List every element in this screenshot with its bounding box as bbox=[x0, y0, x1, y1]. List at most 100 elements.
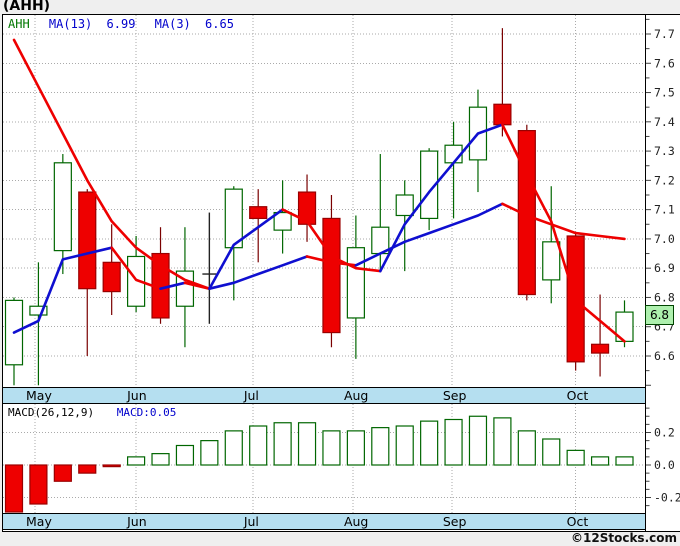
month-label: May bbox=[26, 514, 52, 529]
macd-bar bbox=[102, 464, 121, 468]
month-label: Jul bbox=[243, 514, 259, 529]
price-axis-label: 6.6 bbox=[654, 349, 675, 363]
month-label: Sep bbox=[442, 514, 467, 529]
macd-bar bbox=[78, 464, 97, 474]
macd-bar bbox=[224, 430, 243, 466]
ma13-line-segment bbox=[12, 38, 211, 291]
candle bbox=[493, 28, 512, 137]
macd-bar bbox=[4, 464, 24, 513]
candle bbox=[420, 148, 439, 231]
candle bbox=[224, 186, 243, 301]
ma3-label: MA(3) bbox=[154, 17, 191, 31]
month-label: Aug bbox=[343, 514, 369, 529]
ma13-line-segment bbox=[208, 255, 309, 291]
macd-bar bbox=[29, 464, 48, 505]
macd-bar bbox=[517, 430, 536, 466]
macd-bar bbox=[126, 456, 146, 466]
ma3-line-segment bbox=[12, 246, 113, 334]
ticker-symbol: AHH bbox=[8, 17, 30, 31]
candle bbox=[322, 194, 341, 348]
ma3-value: 6.65 bbox=[205, 17, 234, 31]
watermark-text: ©12Stocks.com bbox=[571, 531, 677, 545]
ma3-line-segment bbox=[159, 281, 187, 291]
macd-bar bbox=[200, 440, 219, 466]
macd-bar bbox=[420, 420, 439, 466]
macd-axis-label: -0.2 bbox=[654, 491, 680, 505]
macd-bar bbox=[249, 425, 268, 466]
macd-bar bbox=[151, 453, 170, 466]
candle bbox=[346, 215, 365, 359]
price-legend: AHH MA(13) 6.99 MA(3) 6.65 bbox=[8, 17, 246, 31]
macd-bar bbox=[175, 444, 195, 466]
macd-axis-label: 0.2 bbox=[654, 426, 675, 440]
macd-bar bbox=[395, 425, 414, 466]
candle bbox=[29, 262, 48, 386]
price-axis-label: 7.3 bbox=[654, 144, 675, 158]
ma3-line-segment bbox=[281, 208, 382, 273]
price-axis-label: 7.5 bbox=[654, 86, 675, 100]
month-axis-strip-price: May Jun Jul Aug Sep Oct bbox=[3, 387, 645, 404]
macd-current-value: MACD:0.05 bbox=[116, 406, 177, 419]
macd-bar bbox=[468, 415, 488, 466]
candle bbox=[102, 224, 121, 316]
chart-frame: AHH MA(13) 6.99 MA(3) 6.65 May Jun Jul Aug S… bbox=[2, 14, 680, 532]
candle bbox=[273, 180, 292, 254]
price-chart-svg bbox=[3, 15, 645, 387]
candle bbox=[542, 186, 561, 304]
ma13-line-segment bbox=[501, 202, 626, 241]
macd-bar bbox=[444, 418, 463, 466]
ma3-line-segment bbox=[378, 123, 504, 273]
macd-bar bbox=[566, 449, 585, 466]
macd-bar bbox=[322, 430, 341, 466]
month-label: Jun bbox=[127, 388, 147, 403]
right-axis-svg: 7.77.67.57.47.37.27.17.06.96.86.76.60.20… bbox=[646, 18, 680, 507]
ma3-line-segment bbox=[110, 246, 162, 291]
ma3-line-segment bbox=[208, 208, 284, 291]
macd-bar bbox=[346, 430, 365, 466]
axis-divider-line bbox=[645, 15, 646, 531]
candle bbox=[126, 235, 146, 313]
macd-bar bbox=[273, 422, 292, 466]
candle bbox=[175, 227, 195, 348]
macd-bar bbox=[493, 417, 512, 466]
month-axis-strip-macd: May Jun Jul Aug Sep Oct bbox=[3, 513, 645, 530]
month-label: Oct bbox=[566, 388, 589, 403]
price-axis-label: 7.7 bbox=[654, 27, 675, 41]
last-price-badge: 6.8 bbox=[645, 305, 674, 326]
price-axis-label: 6.9 bbox=[654, 261, 675, 275]
candle bbox=[4, 297, 24, 386]
macd-bar bbox=[53, 464, 72, 482]
candle bbox=[297, 174, 317, 242]
page-title: (AHH) bbox=[3, 0, 51, 14]
macd-params-label: MACD(26,12,9) bbox=[8, 406, 95, 419]
macd-bar bbox=[590, 456, 610, 466]
month-label: Jun bbox=[127, 514, 147, 529]
macd-axis-label: 0.0 bbox=[654, 458, 675, 472]
ma3-line-segment bbox=[501, 123, 626, 343]
macd-chart-svg bbox=[3, 404, 645, 513]
candle bbox=[371, 154, 390, 272]
macd-bar bbox=[297, 422, 317, 466]
candle bbox=[151, 227, 170, 324]
price-axis-label: 7.2 bbox=[654, 173, 675, 187]
candle bbox=[53, 154, 72, 275]
candle bbox=[615, 300, 634, 348]
candle bbox=[395, 180, 414, 272]
macd-bar bbox=[542, 438, 561, 466]
price-axis-label: 7.1 bbox=[654, 203, 675, 217]
price-axis-label: 6.8 bbox=[654, 290, 675, 304]
ma13-value: 6.99 bbox=[106, 17, 136, 31]
macd-bar bbox=[615, 456, 634, 466]
candle bbox=[202, 212, 217, 324]
month-label: Aug bbox=[343, 388, 369, 403]
candle bbox=[590, 294, 610, 377]
price-axis-label: 7.0 bbox=[654, 232, 675, 246]
price-axis-label: 7.6 bbox=[654, 56, 675, 70]
macd-legend: MACD(26,12,9) MACD:0.05 bbox=[8, 406, 176, 420]
candle bbox=[78, 189, 97, 356]
month-label: May bbox=[26, 388, 52, 403]
price-axis-label: 7.4 bbox=[654, 115, 675, 129]
month-label: Oct bbox=[566, 514, 589, 529]
ma3-line-segment bbox=[183, 281, 211, 291]
